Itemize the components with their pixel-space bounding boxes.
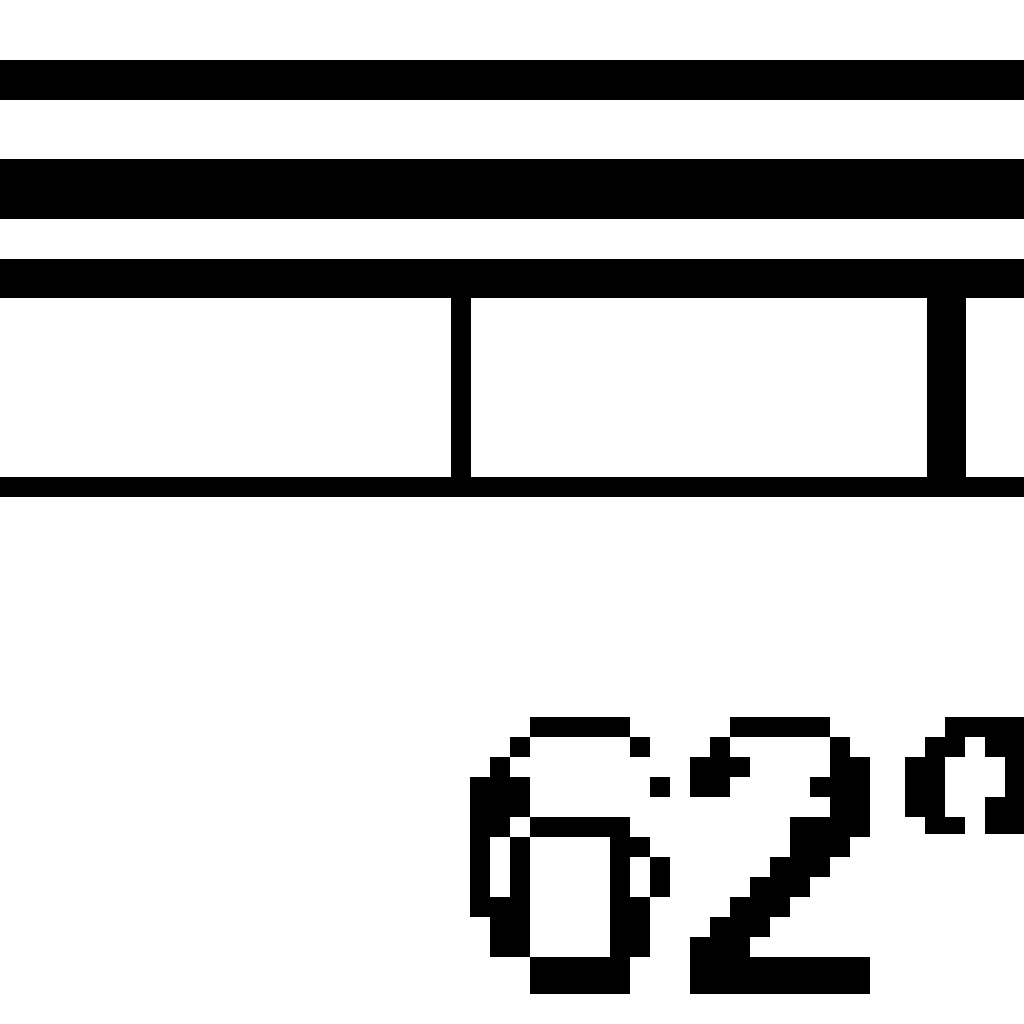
degree-icon (905, 717, 1024, 834)
thick-divider-bar (0, 159, 1024, 219)
grid-divider-1 (451, 298, 471, 477)
temperature-digit-2 (690, 717, 870, 994)
grid-divider-2 (927, 298, 966, 477)
header-bar (0, 60, 1024, 100)
temperature-digit-6 (470, 717, 670, 994)
grid-bottom-border (0, 477, 1024, 497)
grid-top-border (0, 259, 1024, 298)
